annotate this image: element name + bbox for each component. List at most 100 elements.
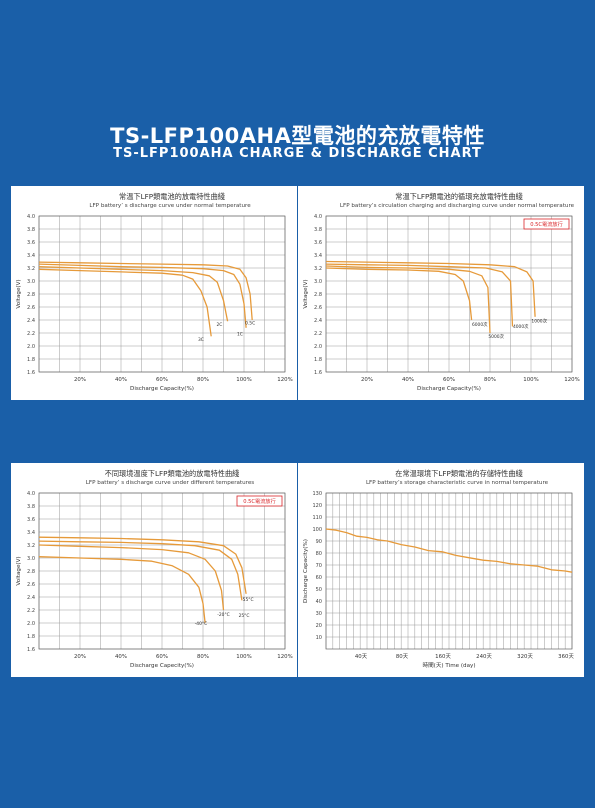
y-tick-label: 2.0 xyxy=(314,344,322,350)
y-tick-label: 2.2 xyxy=(27,331,35,337)
x-tick-label: 80% xyxy=(197,654,209,660)
y-tick-label: 2.2 xyxy=(27,608,35,614)
plot-frame xyxy=(38,492,286,650)
chart-title: 不同環境温度下LFP類電池的放電特性曲綫 xyxy=(105,469,240,478)
y-tick-label: 3.4 xyxy=(314,253,322,259)
y-tick-label: 3.6 xyxy=(27,517,35,523)
y-axis-label: Voltage(V) xyxy=(303,279,309,308)
y-tick-label: 3.0 xyxy=(27,556,35,562)
chart-svg: 常温下LFP類電池的循環充放電特性曲綫 LFP battery’s circula… xyxy=(303,192,580,392)
legend-badge xyxy=(523,218,570,230)
x-axis-label: Discharge Capacity(%) xyxy=(417,386,481,392)
chart-panel-storage: 在常温環境下LFP類電池的存儲特性曲綫 LFP battery’s storage… xyxy=(298,463,584,677)
series-line xyxy=(325,260,536,317)
y-tick-label: 2.8 xyxy=(314,292,322,298)
series-line xyxy=(38,536,247,594)
y-tick-label: 2.0 xyxy=(27,344,35,350)
chart-panel-temperature: 不同環境温度下LFP類電池的放電特性曲綫 LFP battery’ s disch… xyxy=(11,463,297,677)
chart-panel-discharge: 常温下LFP類電池的放電特性曲綫 LFP battery’ s discharge… xyxy=(11,186,297,400)
y-tick-label: 100 xyxy=(312,527,322,533)
y-tick-label: 3.0 xyxy=(314,279,322,285)
series-label: 6000次 xyxy=(472,321,488,328)
series-line xyxy=(38,261,253,321)
y-tick-label: 2.4 xyxy=(27,318,35,324)
x-tick-label: 40% xyxy=(115,654,127,660)
legend-badge xyxy=(236,495,283,507)
y-tick-label: 1.8 xyxy=(314,357,322,363)
series-line xyxy=(38,263,247,328)
chart-title: 常温下LFP類電池的循環充放電特性曲綫 xyxy=(395,192,522,201)
x-axis-label: Discharge Capecity(%) xyxy=(130,663,194,669)
y-tick-label: 130 xyxy=(312,491,322,497)
y-tick-label: 10 xyxy=(316,635,322,641)
series-label: 55°C xyxy=(243,597,254,603)
chart-svg: 在常温環境下LFP類電池的存儲特性曲綫 LFP battery’s storage… xyxy=(303,469,574,669)
y-tick-label: 1.6 xyxy=(27,647,35,653)
y-tick-label: 1.6 xyxy=(314,370,322,376)
y-axis-label: Voltage(V) xyxy=(16,279,22,308)
x-tick-label: 40% xyxy=(115,377,127,383)
y-tick-label: 3.4 xyxy=(27,530,35,536)
y-tick-label: 3.2 xyxy=(314,266,322,272)
series-label: 5000次 xyxy=(488,333,504,340)
chart-title: 在常温環境下LFP類電池的存儲特性曲綫 xyxy=(395,469,522,478)
y-tick-label: 1.8 xyxy=(27,357,35,363)
y-tick-label: 3.8 xyxy=(27,227,35,233)
grid xyxy=(325,492,573,649)
y-tick-label: 3.4 xyxy=(27,253,35,259)
x-tick-label: 40% xyxy=(402,377,414,383)
y-tick-label: 80 xyxy=(316,551,322,557)
y-tick-label: 70 xyxy=(316,563,322,569)
y-tick-label: 3.6 xyxy=(27,240,35,246)
chart-svg: 常温下LFP類電池的放電特性曲綫 LFP battery’ s discharge… xyxy=(16,192,293,392)
y-tick-label: 2.8 xyxy=(27,569,35,575)
plot-frame xyxy=(325,215,573,373)
grid xyxy=(38,492,286,650)
chart-subtitle: LFP battery’s circulation charging and d… xyxy=(340,203,575,209)
y-tick-label: 3.6 xyxy=(314,240,322,246)
x-tick-label: 100% xyxy=(236,377,251,383)
series-label: 1000次 xyxy=(531,318,547,325)
series-line xyxy=(325,267,473,321)
y-tick-label: 50 xyxy=(316,587,322,593)
x-tick-label: 360天 xyxy=(558,653,574,660)
series-label: 4000次 xyxy=(513,323,529,330)
x-tick-label: 20% xyxy=(74,654,86,660)
series-line xyxy=(38,556,206,624)
y-tick-label: 2.0 xyxy=(27,621,35,627)
series-line xyxy=(38,266,229,322)
chart-svg: 不同環境温度下LFP類電池的放電特性曲綫 LFP battery’ s disch… xyxy=(16,469,293,669)
x-tick-label: 320天 xyxy=(517,653,533,660)
y-tick-label: 90 xyxy=(316,539,322,545)
series-label: 0.5C xyxy=(245,321,255,327)
y-tick-label: 30 xyxy=(316,611,322,617)
x-axis-label: Discharge Capacity(%) xyxy=(130,386,194,392)
y-tick-label: 3.0 xyxy=(27,279,35,285)
y-tick-label: 120 xyxy=(312,503,322,509)
y-axis-label: Voltage(V) xyxy=(16,556,22,585)
x-tick-label: 100% xyxy=(523,377,538,383)
y-tick-label: 2.6 xyxy=(314,305,322,311)
x-tick-label: 20% xyxy=(361,377,373,383)
y-tick-label: 3.8 xyxy=(27,504,35,510)
x-tick-label: 160天 xyxy=(435,653,451,660)
series-label: 1C xyxy=(237,332,243,338)
series-label: 25°C xyxy=(239,613,250,619)
x-tick-label: 60% xyxy=(156,377,168,383)
y-tick-label: 2.4 xyxy=(27,595,35,601)
x-tick-label: 120% xyxy=(564,377,579,383)
chart-panel-cycle: 常温下LFP類電池的循環充放電特性曲綫 LFP battery’s circula… xyxy=(298,186,584,400)
series-line xyxy=(38,540,243,601)
y-tick-label: 2.8 xyxy=(27,292,35,298)
x-tick-label: 80天 xyxy=(396,653,409,660)
series-line xyxy=(38,544,225,611)
chart-subtitle: LFP battery’ s discharge curve under nor… xyxy=(89,203,251,209)
grid xyxy=(325,215,573,373)
y-tick-label: 1.6 xyxy=(27,370,35,376)
y-tick-label: 4.0 xyxy=(314,214,322,220)
x-axis-label: 時間(天) Time (day) xyxy=(422,661,475,669)
x-tick-label: 120% xyxy=(277,377,292,383)
chart-title: 常温下LFP類電池的放電特性曲綫 xyxy=(119,192,225,201)
x-tick-label: 40天 xyxy=(355,653,368,660)
series-label: 2C xyxy=(216,322,222,328)
